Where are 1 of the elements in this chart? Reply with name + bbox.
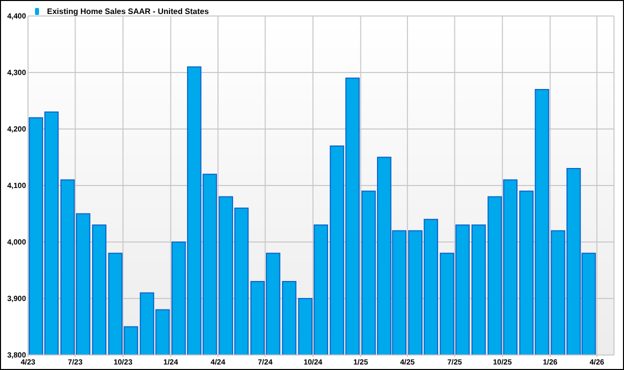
text: Existing Home Sales SAAR - United States <box>47 7 209 16</box>
